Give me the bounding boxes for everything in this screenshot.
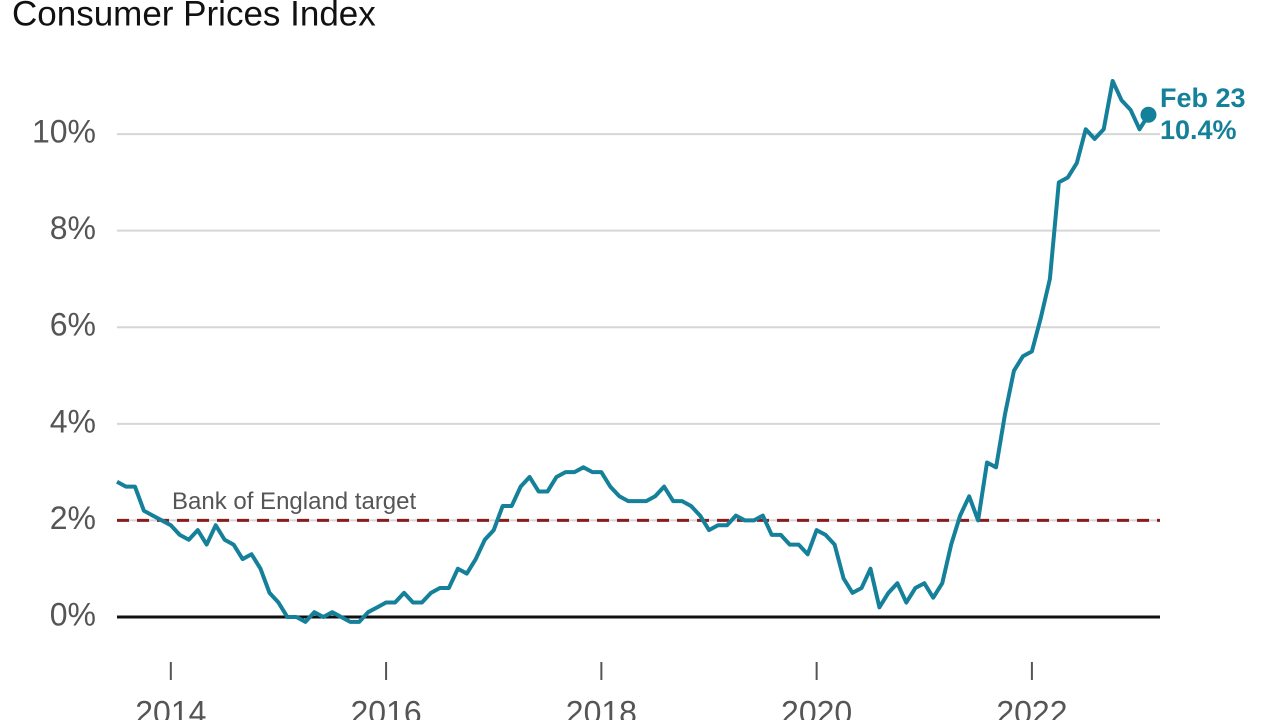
line xyxy=(116,78,1151,624)
y-tick-label: 10% xyxy=(32,114,96,150)
y-tick-label: 8% xyxy=(50,210,96,246)
end-value-label: 10.4% xyxy=(1160,115,1237,145)
target-label: Bank of England target xyxy=(172,488,417,515)
chart-title: Consumer Prices Index xyxy=(12,0,376,33)
x-tick-label: 2016 xyxy=(350,694,421,720)
x-tick-label: 2022 xyxy=(996,694,1067,720)
y-tick-label: 6% xyxy=(50,307,96,343)
y-tick-label: 0% xyxy=(50,596,96,632)
y-tick-label: 4% xyxy=(50,403,96,439)
x-tick-label: 2018 xyxy=(566,694,637,720)
x-tick-label: 2014 xyxy=(135,694,206,720)
x-tick-label: 2020 xyxy=(781,694,852,720)
end-label: Feb 23 xyxy=(1160,83,1246,113)
end-point xyxy=(1140,106,1157,123)
y-tick-label: 2% xyxy=(50,500,96,536)
